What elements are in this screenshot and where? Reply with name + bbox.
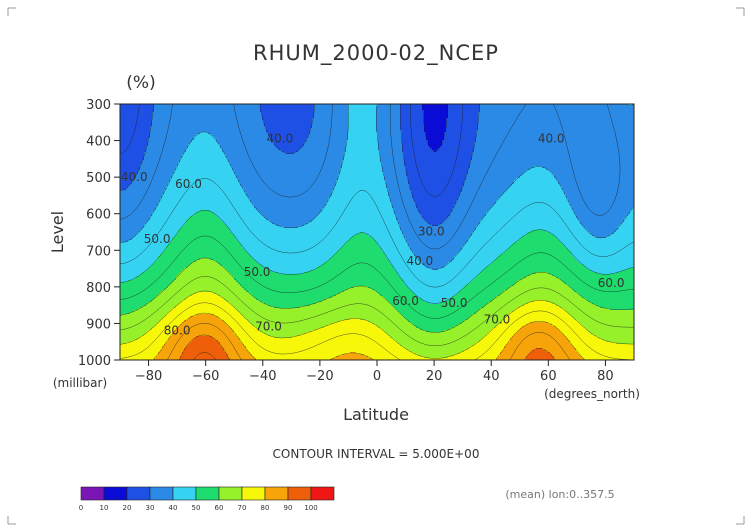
colorbar-swatch xyxy=(80,486,105,501)
contour-labels: 40.0 40.0 40.0 60.0 50.0 30.0 40.0 50.0 60.0 50.0… xyxy=(121,131,625,337)
colorbar-swatch xyxy=(195,486,220,501)
x-tick-label: 80 xyxy=(597,369,614,384)
contour-label: 40.0 xyxy=(121,170,148,184)
colorbar-swatch xyxy=(287,486,312,501)
contour-label: 80.0 xyxy=(164,323,191,337)
contour-label: 60.0 xyxy=(175,177,202,191)
y-tick-label: 600 xyxy=(86,208,111,223)
colorbar-swatch xyxy=(241,486,266,501)
contour-label: 50.0 xyxy=(144,232,171,246)
colorbar: 0 10 20 30 40 50 60 70 80 90 100 xyxy=(79,486,335,512)
colorbar-swatch xyxy=(310,486,335,501)
colorbar-swatch xyxy=(126,486,151,501)
contour-fill xyxy=(120,104,635,361)
y-tick-label: 400 xyxy=(86,135,111,150)
contour-label: 50.0 xyxy=(441,296,468,310)
contour-label: 40.0 xyxy=(267,131,294,145)
colorbar-swatch xyxy=(149,486,174,501)
contour-label: 60.0 xyxy=(598,276,625,290)
y-tick-label: 900 xyxy=(86,317,111,332)
x-tick-label: 40 xyxy=(483,369,500,384)
contour-label: 60.0 xyxy=(392,294,419,308)
page-corner-marks xyxy=(7,7,745,525)
colorbar-label: 90 xyxy=(284,504,293,512)
x-tick-label: 60 xyxy=(540,369,557,384)
y-tick-label: 500 xyxy=(86,171,111,186)
contour-label: 40.0 xyxy=(406,254,433,268)
x-axis: −80 −60 −40 −20 0 20 40 60 80 xyxy=(135,360,614,384)
contour-label: 70.0 xyxy=(484,312,511,326)
colorbar-label: 30 xyxy=(146,504,155,512)
x-tick-label: −40 xyxy=(249,369,276,384)
x-tick-label: −60 xyxy=(192,369,219,384)
colorbar-label: 100 xyxy=(304,504,317,512)
footer-note: (mean) lon:0..357.5 xyxy=(505,488,614,501)
x-tick-label: −80 xyxy=(135,369,162,384)
colorbar-swatch xyxy=(103,486,128,501)
contour-label: 30.0 xyxy=(418,225,445,239)
colorbar-label: 10 xyxy=(100,504,109,512)
colorbar-label: 40 xyxy=(169,504,178,512)
colorbar-swatch xyxy=(218,486,243,501)
y-axis: 300 400 500 600 700 800 900 1000 xyxy=(78,98,120,369)
contour-label: 40.0 xyxy=(538,131,565,145)
y-tick-label: 700 xyxy=(86,244,111,259)
colorbar-label: 60 xyxy=(215,504,224,512)
colorbar-label: 50 xyxy=(192,504,201,512)
x-tick-label: 0 xyxy=(373,369,381,384)
units-label: (%) xyxy=(126,73,155,93)
colorbar-label: 70 xyxy=(238,504,247,512)
contour-label: 50.0 xyxy=(244,265,271,279)
y-axis-label: Level xyxy=(48,211,67,253)
colorbar-swatch xyxy=(264,486,289,501)
colorbar-label: 20 xyxy=(123,504,132,512)
contour-interval-note: CONTOUR INTERVAL = 5.000E+00 xyxy=(273,447,480,461)
x-tick-label: 20 xyxy=(426,369,443,384)
y-tick-label: 1000 xyxy=(78,354,111,369)
contour-label: 70.0 xyxy=(255,320,282,334)
colorbar-swatch xyxy=(172,486,197,501)
x-tick-label: −20 xyxy=(306,369,333,384)
plot-area xyxy=(119,103,635,361)
y-tick-label: 800 xyxy=(86,281,111,296)
contour-lines xyxy=(119,103,635,361)
colorbar-label: 0 xyxy=(79,504,83,512)
chart-title: RHUM_2000-02_NCEP xyxy=(253,41,499,66)
y-axis-units: (millibar) xyxy=(53,376,107,390)
colorbar-label: 80 xyxy=(261,504,270,512)
x-axis-units: (degrees_north) xyxy=(544,387,640,401)
y-tick-label: 300 xyxy=(86,98,111,113)
x-axis-label: Latitude xyxy=(343,405,409,424)
